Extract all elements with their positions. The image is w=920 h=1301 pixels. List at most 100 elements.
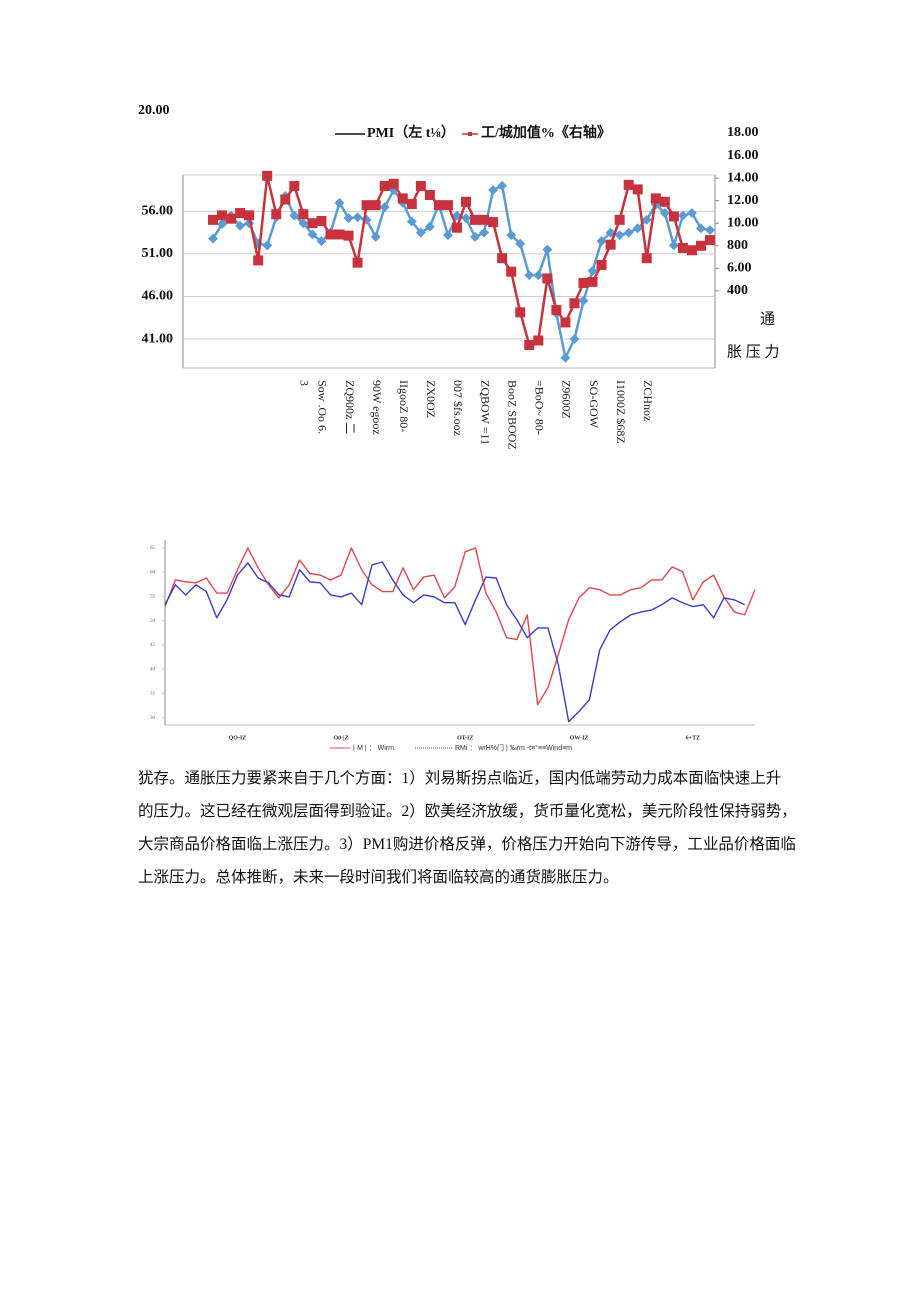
marker (289, 210, 300, 221)
marker (596, 236, 607, 247)
marker (307, 229, 318, 240)
marker (388, 178, 399, 189)
x-tick-label: OW-IZ (570, 735, 589, 741)
marker (343, 230, 354, 241)
x-tick-label: BooZ SBOOZ (505, 380, 519, 450)
marker (415, 180, 426, 191)
marker (415, 227, 426, 238)
marker (397, 193, 408, 204)
y-tick-label: 65 (150, 546, 156, 551)
y2-tick-label: 800 (727, 238, 748, 253)
marker (587, 265, 598, 276)
marker (352, 212, 363, 223)
marker (208, 233, 218, 244)
x-tick-label: I1000Z $68Z (614, 380, 628, 444)
x-tick-label: IIgooZ 80- (397, 380, 411, 432)
x-tick-label: O0-|Z (333, 735, 348, 741)
legend-label: |·M | ： Wirm. (353, 745, 396, 752)
marker (433, 200, 444, 211)
marker (470, 214, 481, 225)
marker (632, 223, 643, 234)
y-tick-label: 50 (150, 619, 156, 624)
marker (659, 208, 670, 218)
marker (316, 236, 327, 247)
annotation: 胀 压 力 (727, 343, 780, 360)
marker (623, 179, 634, 190)
x-tick-label: ZQBOW =11 (478, 380, 492, 445)
marker (641, 214, 652, 225)
marker (497, 180, 508, 191)
marker (361, 200, 372, 211)
marker (271, 209, 282, 220)
y-tick-label: 51.00 (142, 246, 174, 261)
marker (596, 259, 607, 270)
marker (524, 339, 535, 350)
y-tick-label: 30 (150, 716, 156, 721)
marker (226, 213, 237, 224)
marker (542, 244, 553, 255)
marker (533, 335, 544, 346)
x-tick-label: ZCHnoz (641, 380, 655, 421)
marker (686, 245, 697, 256)
y-tick-label: 35 (150, 692, 156, 697)
marker (424, 190, 435, 201)
marker (343, 213, 354, 224)
y-tick-label: 46.00 (142, 289, 174, 304)
marker (542, 273, 553, 284)
marker (280, 194, 291, 205)
x-tick-label: =BoO~ 80- (533, 380, 547, 435)
x-tick-label: 6+TZ (686, 735, 700, 741)
marker (479, 214, 490, 225)
marker (244, 210, 255, 221)
x-tick-label: ZQ900z 二 (343, 380, 357, 434)
x-tick-label: SO-GOW (587, 380, 601, 429)
x-tick-label: 3 (298, 380, 312, 386)
x-tick-label: Sow .Oo 6. (316, 380, 330, 434)
text-line: 上涨压力。总体推断，未来一段时间我们将面临较高的通货膨胀压力。 (138, 869, 619, 886)
marker (217, 219, 227, 230)
marker (515, 307, 526, 318)
legend-label: 工/城加值%《右轴》 (481, 124, 611, 141)
marker (677, 210, 688, 221)
y-tick-label: 41.00 (142, 331, 174, 346)
marker (578, 277, 589, 288)
marker (217, 210, 228, 221)
marker (406, 216, 417, 227)
marker (515, 238, 526, 249)
marker (506, 266, 517, 277)
x-tick-label: Z9600Z (560, 380, 574, 419)
y-tick-label: 56.00 (142, 204, 174, 219)
annotation: 通 (760, 310, 775, 327)
legend-label: PMI（左 t⅛） (367, 124, 455, 141)
marker (605, 239, 616, 250)
y2-tick-label: 12.00 (727, 193, 759, 208)
marker (506, 230, 517, 241)
marker (668, 211, 679, 222)
marker (352, 257, 363, 268)
marker (208, 214, 218, 225)
marker (325, 229, 336, 240)
y2-tick-label: 14.00 (727, 170, 759, 185)
x-tick-label: QO-IZ (229, 735, 247, 741)
marker (379, 202, 390, 213)
y2-tick-label: 400 (727, 283, 748, 298)
marker (406, 199, 417, 210)
y2-tick-label: 6.00 (727, 261, 752, 276)
marker (632, 184, 643, 195)
marker (370, 200, 381, 211)
marker (705, 235, 715, 246)
marker (334, 229, 345, 240)
marker (298, 209, 309, 220)
marker (686, 208, 697, 218)
marker (316, 215, 327, 226)
marker (442, 200, 453, 211)
x-tick-label: ZX0OZ (424, 380, 438, 418)
marker (461, 213, 471, 224)
marker (650, 193, 661, 204)
marker (614, 230, 625, 241)
y-tick-label: 60 (150, 570, 156, 575)
marker (560, 352, 571, 363)
marker (497, 253, 508, 264)
marker (569, 334, 580, 345)
